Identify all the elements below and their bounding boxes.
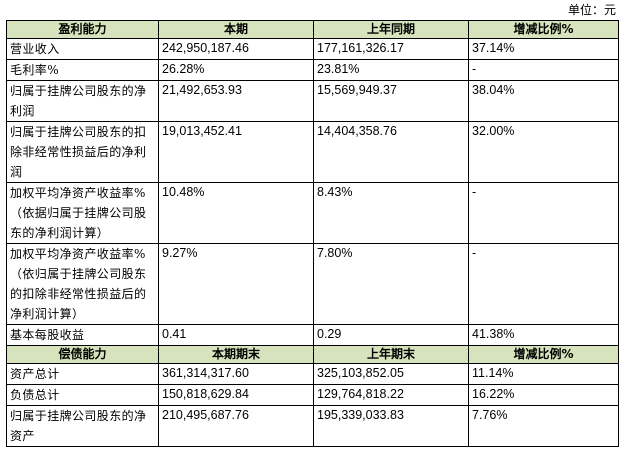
row-net-profit-deducted: 归属于挂牌公司股东的扣除非经常性损益后的净利润 19,013,452.41 14… xyxy=(6,121,619,183)
row-net-profit: 归属于挂牌公司股东的净利润 21,492,653.93 15,569,949.3… xyxy=(6,80,619,122)
cell-current: 210,495,687.76 xyxy=(158,405,314,447)
cell-change: - xyxy=(468,182,619,244)
row-gross-margin: 毛利率% 26.28% 23.81% - xyxy=(6,59,619,81)
cell-change: 7.76% xyxy=(468,405,619,447)
row-roe: 加权平均净资产收益率%（依据归属于挂牌公司股东的净利润计算） 10.48% 8.… xyxy=(6,182,619,244)
cell-current: 21,492,653.93 xyxy=(158,80,314,122)
row-net-assets: 归属于挂牌公司股东的净资产 210,495,687.76 195,339,033… xyxy=(6,405,619,447)
row-label: 加权平均净资产收益率%（依据归属于挂牌公司股东的净利润计算） xyxy=(6,182,159,244)
unit-label: 单位：元 xyxy=(567,3,616,17)
header-row-profit: 盈利能力 本期 上年同期 增减比例% xyxy=(6,20,619,39)
cell-prior: 177,161,326.17 xyxy=(313,38,469,60)
cell-current: 361,314,317.60 xyxy=(158,363,314,385)
cell-current: 9.27% xyxy=(158,243,314,325)
header-prior-period: 上年同期 xyxy=(313,20,469,39)
row-label: 负债总计 xyxy=(6,384,159,406)
cell-prior: 14,404,358.76 xyxy=(313,121,469,183)
cell-prior: 0.29 xyxy=(313,324,469,346)
header-profit: 盈利能力 xyxy=(6,20,159,39)
cell-prior: 23.81% xyxy=(313,59,469,81)
cell-prior: 7.80% xyxy=(313,243,469,325)
header-prior-year-end: 上年期末 xyxy=(313,345,469,364)
row-label: 归属于挂牌公司股东的净利润 xyxy=(6,80,159,122)
cell-prior: 15,569,949.37 xyxy=(313,80,469,122)
cell-current: 0.41 xyxy=(158,324,314,346)
cell-prior: 195,339,033.83 xyxy=(313,405,469,447)
row-revenue: 营业收入 242,950,187.46 177,161,326.17 37.14… xyxy=(6,38,619,60)
cell-prior: 325,103,852.05 xyxy=(313,363,469,385)
row-label: 归属于挂牌公司股东的扣除非经常性损益后的净利润 xyxy=(6,121,159,183)
cell-current: 242,950,187.46 xyxy=(158,38,314,60)
row-total-liabilities: 负债总计 150,818,629.84 129,764,818.22 16.22… xyxy=(6,384,619,406)
cell-current: 10.48% xyxy=(158,182,314,244)
cell-change: - xyxy=(468,59,619,81)
cell-prior: 129,764,818.22 xyxy=(313,384,469,406)
row-total-assets: 资产总计 361,314,317.60 325,103,852.05 11.14… xyxy=(6,363,619,385)
header-change-pct: 增减比例% xyxy=(468,20,619,39)
cell-prior: 8.43% xyxy=(313,182,469,244)
cell-change: - xyxy=(468,243,619,325)
cell-change: 32.00% xyxy=(468,121,619,183)
row-label: 归属于挂牌公司股东的净资产 xyxy=(6,405,159,447)
row-label: 资产总计 xyxy=(6,363,159,385)
cell-change: 38.04% xyxy=(468,80,619,122)
header-change-pct: 增减比例% xyxy=(468,345,619,364)
cell-current: 19,013,452.41 xyxy=(158,121,314,183)
row-label: 毛利率% xyxy=(6,59,159,81)
header-row-solvency: 偿债能力 本期期末 上年期末 增减比例% xyxy=(6,345,619,364)
row-label: 营业收入 xyxy=(6,38,159,60)
cell-change: 16.22% xyxy=(468,384,619,406)
header-solvency: 偿债能力 xyxy=(6,345,159,364)
cell-current: 150,818,629.84 xyxy=(158,384,314,406)
row-label: 基本每股收益 xyxy=(6,324,159,346)
row-eps: 基本每股收益 0.41 0.29 41.38% xyxy=(6,324,619,346)
header-current-period: 本期 xyxy=(158,20,314,39)
financial-summary-table: 盈利能力 本期 上年同期 增减比例% 营业收入 242,950,187.46 1… xyxy=(6,20,619,447)
row-roe-deducted: 加权平均净资产收益率%（依归属于挂牌公司股东的扣除非经常性损益后的净利润计算） … xyxy=(6,243,619,325)
cell-change: 37.14% xyxy=(468,38,619,60)
cell-change: 11.14% xyxy=(468,363,619,385)
header-period-end: 本期期末 xyxy=(158,345,314,364)
cell-current: 26.28% xyxy=(158,59,314,81)
cell-change: 41.38% xyxy=(468,324,619,346)
row-label: 加权平均净资产收益率%（依归属于挂牌公司股东的扣除非经常性损益后的净利润计算） xyxy=(6,243,159,325)
